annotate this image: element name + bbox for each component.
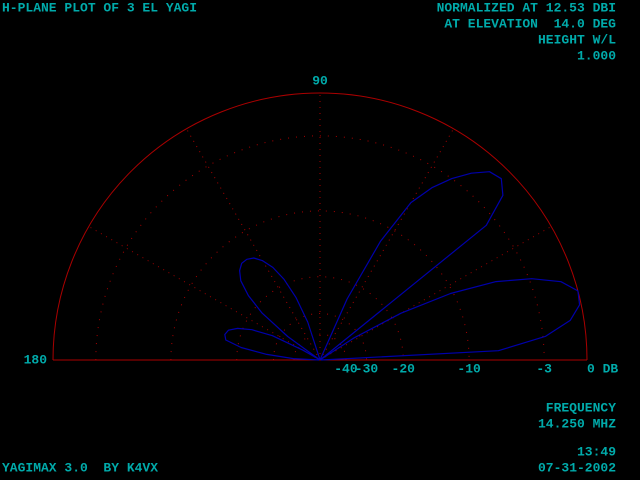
r-tick-label: -20 (392, 361, 416, 376)
footer-line: 07-31-2002 (538, 460, 616, 475)
pattern-line (224, 171, 581, 361)
angle-grid-line (88, 226, 321, 361)
footer-line: FREQUENCY (546, 400, 616, 415)
info-line: HEIGHT W/L (538, 32, 616, 47)
info-line: 1.000 (577, 48, 616, 63)
angle-grid-line (186, 128, 321, 361)
angle-tick-label: 180 (24, 352, 48, 367)
r-tick-label: 0 DB (587, 361, 618, 376)
grid-arc (95, 135, 545, 361)
chart-title: H-PLANE PLOT OF 3 EL YAGI (2, 0, 197, 15)
grid-arc (293, 333, 347, 361)
r-tick-label: -30 (355, 361, 379, 376)
outer-arc (52, 92, 588, 361)
r-tick-label: -3 (536, 361, 552, 376)
grid-arc (273, 313, 367, 361)
angle-tick-label: 90 (312, 73, 328, 88)
footer-line: 14.250 MHZ (538, 416, 616, 431)
angle-grid-line (319, 226, 552, 361)
angle-grid-line (319, 128, 454, 361)
info-line: NORMALIZED AT 12.53 DBI (437, 0, 616, 15)
footer-line: 13:49 (577, 444, 616, 459)
r-tick-label: -40 (334, 361, 358, 376)
r-tick-label: -10 (457, 361, 481, 376)
info-line: AT ELEVATION 14.0 DEG (444, 16, 616, 31)
footer-left: YAGIMAX 3.0 BY K4VX (2, 460, 158, 475)
